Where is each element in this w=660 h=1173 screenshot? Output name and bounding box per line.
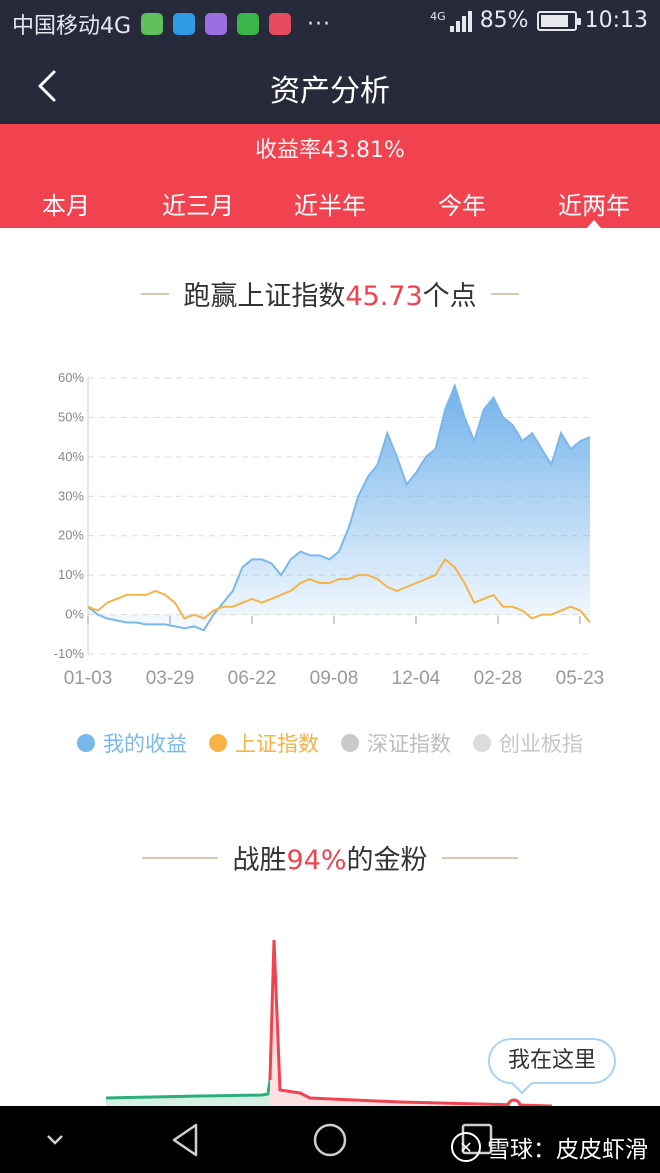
legend-shanghai-index[interactable]: 上证指数: [209, 728, 319, 758]
chevron-down-icon[interactable]: [44, 1132, 66, 1148]
chevron-left-icon[interactable]: [30, 66, 70, 106]
y-tick-label: 10%: [58, 567, 84, 582]
clock: 10:13: [584, 8, 648, 33]
x-tick-label: 02-28: [474, 668, 523, 689]
x-tick-label: 06-22: [228, 668, 277, 689]
y-tick-label: -10%: [54, 646, 85, 661]
legend-label: 创业板指: [499, 732, 583, 756]
divider: [141, 292, 170, 295]
signal-icon: 4G: [430, 10, 472, 32]
beat-prefix: 战胜: [232, 845, 287, 876]
legend-shenzhen-index[interactable]: 深证指数: [341, 728, 451, 758]
x-tick-label: 03-29: [146, 668, 195, 689]
more-notifications-icon: ···: [307, 11, 332, 37]
y-tick-label: 40%: [58, 449, 84, 464]
tab-three-months[interactable]: 近三月: [162, 192, 234, 220]
tab-half-year[interactable]: 近半年: [294, 192, 366, 220]
period-tabs: 本月 近三月 近半年 今年 近两年: [0, 180, 660, 229]
status-bar: 中国移动4G ··· 4G 85% 10:13: [0, 0, 660, 46]
x-tick-label: 09-08: [310, 668, 359, 689]
network-type-label: 4G: [430, 9, 446, 23]
rank-distribution-chart: [105, 939, 553, 1110]
message-icon: [173, 13, 196, 35]
title-bar: 资产分析: [0, 46, 660, 124]
my-return-line: [87, 382, 591, 632]
divider: [441, 856, 518, 859]
beat-fans-heading: 战胜94%的金粉: [0, 838, 660, 877]
distribution-line-low: [105, 1079, 272, 1100]
back-triangle-icon[interactable]: [168, 1122, 202, 1158]
home-circle-icon[interactable]: [312, 1122, 348, 1158]
outperform-value: 45.73: [345, 281, 423, 312]
legend-label: 深证指数: [367, 732, 451, 756]
battery-percent: 85%: [479, 8, 529, 33]
my-position-bubble: 我在这里: [488, 1038, 616, 1084]
y-tick-label: 0%: [65, 607, 84, 622]
wechat-moments-icon: [141, 13, 164, 35]
beat-value: 94%: [286, 845, 347, 876]
distribution-line-high: [268, 939, 553, 1108]
summary-header: 收益率43.81% 本月 近三月 近半年 今年 近两年: [0, 124, 660, 229]
outperform-suffix: 个点: [422, 281, 477, 312]
y-tick-label: 20%: [58, 528, 84, 543]
legend-label: 上证指数: [235, 732, 319, 756]
legend-dot: [77, 734, 95, 752]
x-tick-label: 05-23: [556, 668, 605, 689]
huawei-icon: [269, 13, 292, 35]
x-tick-label: 12-04: [392, 668, 441, 689]
beat-fans-text: 战胜94%的金粉: [232, 838, 427, 877]
divider: [142, 856, 219, 859]
shanghai-index-line: [87, 557, 591, 624]
system-nav-bar: [0, 1106, 660, 1173]
outperform-heading: 跑赢上证指数45.73个点: [0, 274, 660, 313]
return-chart[interactable]: 60% 50% 40% 30% 20% 10% 0% -10% 01-03 03-29 06-22 0…: [40, 364, 620, 704]
chart-legend: 我的收益 上证指数 深证指数 创业板指: [0, 728, 660, 758]
x-tick-label: 01-03: [64, 668, 113, 689]
beat-suffix: 的金粉: [346, 845, 428, 876]
y-tick-label: 50%: [58, 409, 84, 424]
legend-my-return[interactable]: 我的收益: [77, 728, 187, 758]
tab-this-year[interactable]: 今年: [438, 192, 486, 220]
y-tick-label: 60%: [58, 370, 84, 385]
tab-two-years[interactable]: 近两年: [528, 180, 660, 229]
xueqiu-logo: ✕: [451, 1132, 481, 1162]
watermark-text: 雪球：皮皮虾滑: [487, 1137, 648, 1163]
legend-dot: [209, 734, 227, 752]
legend-dot: [473, 734, 491, 752]
legend-label: 我的收益: [103, 732, 187, 756]
divider: [490, 292, 519, 295]
legend-chinext-index[interactable]: 创业板指: [473, 728, 583, 758]
wechat-icon: [237, 13, 260, 35]
page-title: 资产分析: [270, 74, 390, 109]
tab-this-month[interactable]: 本月: [42, 192, 90, 220]
carrier-label: 中国移动4G: [12, 14, 132, 39]
my-return-area: [88, 385, 590, 631]
xueqiu-watermark: ✕ 雪球：皮皮虾滑: [451, 1130, 648, 1164]
y-tick-label: 30%: [58, 488, 84, 503]
outperform-text: 跑赢上证指数45.73个点: [183, 274, 476, 313]
gallery-icon: [205, 13, 228, 35]
battery-icon: [536, 10, 581, 31]
outperform-prefix: 跑赢上证指数: [183, 281, 346, 312]
yield-rate: 收益率43.81%: [255, 138, 405, 163]
legend-dot: [341, 734, 359, 752]
